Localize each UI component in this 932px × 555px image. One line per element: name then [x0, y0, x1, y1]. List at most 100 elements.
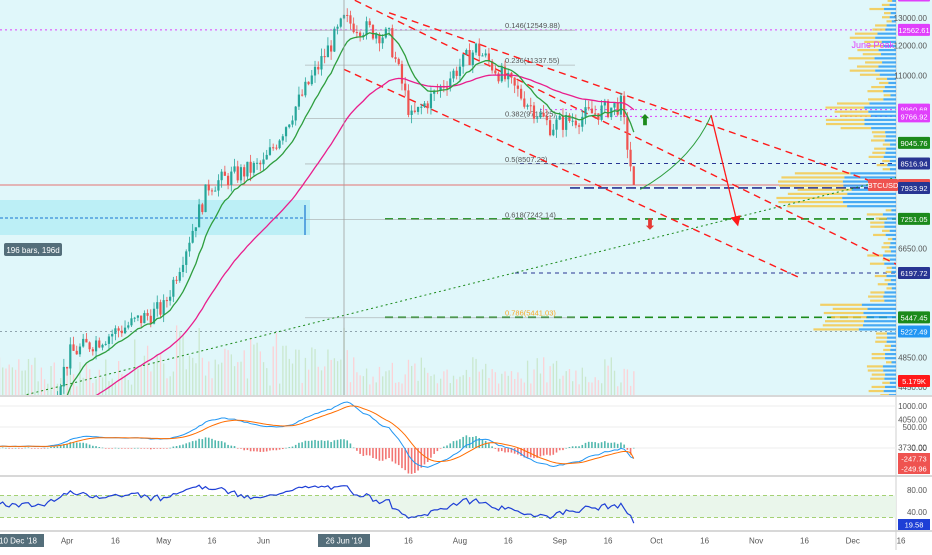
price-label: 5227.49 — [900, 328, 927, 337]
candle-body — [217, 180, 219, 190]
volume-bar — [244, 350, 245, 395]
volume-bar — [530, 383, 531, 395]
volume-profile-bar — [882, 4, 890, 6]
volume-profile-bar — [892, 287, 896, 289]
volume-bar — [211, 378, 212, 395]
macd-histogram-bar — [156, 448, 158, 449]
macd-histogram-bar — [18, 448, 20, 449]
macd-histogram-bar — [2, 448, 4, 449]
macd-histogram-bar — [388, 448, 390, 458]
candle-body — [76, 351, 78, 354]
candle-body — [356, 32, 358, 33]
volume-profile-bar — [848, 57, 874, 59]
volume-profile-bar — [876, 332, 887, 334]
volume-bar — [569, 369, 570, 395]
volume-profile-bar — [883, 369, 896, 371]
volume-bar — [472, 357, 473, 395]
macd-histogram-bar — [237, 448, 239, 449]
candle-body — [317, 67, 319, 70]
x-axis-label: Oct — [650, 537, 663, 546]
candle-body — [143, 313, 145, 323]
volume-profile-bar — [862, 304, 896, 306]
candle-body — [568, 115, 570, 121]
price-tick-label: 13000.00 — [894, 14, 928, 23]
volume-bar — [527, 361, 528, 395]
volume-bar — [434, 374, 435, 395]
volume-profile-bar — [870, 300, 884, 302]
macd-histogram-bar — [607, 443, 609, 448]
macd-histogram-bar — [295, 445, 297, 448]
macd-histogram-bar — [482, 440, 484, 448]
volume-profile-bar — [878, 65, 896, 67]
candle-body — [565, 115, 567, 130]
candle-body — [417, 107, 419, 112]
volume-bar — [405, 374, 406, 395]
volume-bar — [128, 380, 129, 395]
volume-bar — [360, 375, 361, 395]
candle-body — [427, 103, 429, 108]
volume-profile-bar — [890, 382, 896, 384]
volume-bar — [459, 377, 460, 395]
macd-histogram-bar — [356, 448, 358, 451]
volume-profile-bar — [870, 222, 884, 224]
macd-histogram-bar — [124, 448, 126, 449]
macd-histogram-bar — [569, 447, 571, 448]
macd-histogram-bar — [189, 442, 191, 448]
candle-body — [407, 90, 409, 115]
macd-histogram-bar — [446, 445, 448, 448]
volume-bar — [624, 369, 625, 395]
candle-body — [256, 163, 258, 164]
x-axis-label: 16 — [700, 537, 709, 546]
volume-bar — [501, 374, 502, 395]
volume-profile-bar — [875, 70, 896, 72]
macd-histogram-bar — [443, 447, 445, 448]
volume-profile-bar — [888, 238, 892, 240]
candle-body — [539, 113, 541, 117]
volume-profile-bar — [868, 295, 883, 297]
volume-profile-bar — [887, 332, 896, 334]
volume-bar — [199, 328, 200, 395]
candle-body — [282, 136, 284, 140]
volume-profile-bar — [867, 365, 883, 367]
macd-histogram-bar — [401, 448, 403, 468]
volume-profile-bar — [884, 378, 896, 380]
volume-profile-bar — [875, 24, 887, 26]
macd-value-label: -249.96 — [901, 465, 926, 474]
macd-histogram-bar — [198, 439, 200, 448]
volume-profile-bar — [891, 345, 896, 347]
candle-body — [336, 27, 338, 29]
macd-tick-label: 0.00 — [911, 444, 927, 453]
volume-profile-bar — [882, 160, 890, 162]
volume-profile-bar — [884, 8, 896, 10]
macd-histogram-bar — [330, 442, 332, 448]
volume-bar — [620, 382, 621, 395]
volume-bar — [466, 370, 467, 395]
macd-histogram-bar — [623, 445, 625, 448]
candle-body — [375, 34, 377, 38]
macd-histogram-bar — [253, 448, 255, 451]
candle-body — [411, 111, 413, 115]
volume-profile-bar — [886, 209, 892, 211]
macd-histogram-bar — [214, 440, 216, 448]
volume-profile-bar — [876, 337, 887, 339]
volume-bar — [195, 363, 196, 395]
candle-body — [517, 86, 519, 89]
volume-bar — [627, 369, 628, 395]
macd-histogram-bar — [205, 437, 207, 448]
x-axis-label: Nov — [749, 537, 763, 546]
macd-histogram-bar — [469, 437, 471, 448]
macd-histogram-bar — [285, 448, 287, 449]
candle-body — [607, 101, 609, 117]
candle-body — [95, 340, 97, 351]
volume-bar — [95, 379, 96, 395]
macd-histogram-bar — [288, 447, 290, 448]
macd-histogram-bar — [89, 445, 91, 448]
candle-body — [401, 64, 403, 83]
volume-bar — [388, 370, 389, 395]
macd-histogram-bar — [185, 443, 187, 448]
candle-body — [211, 190, 213, 191]
volume-bar — [38, 381, 39, 395]
volume-bar — [9, 365, 10, 395]
volume-profile-bar — [824, 312, 864, 314]
